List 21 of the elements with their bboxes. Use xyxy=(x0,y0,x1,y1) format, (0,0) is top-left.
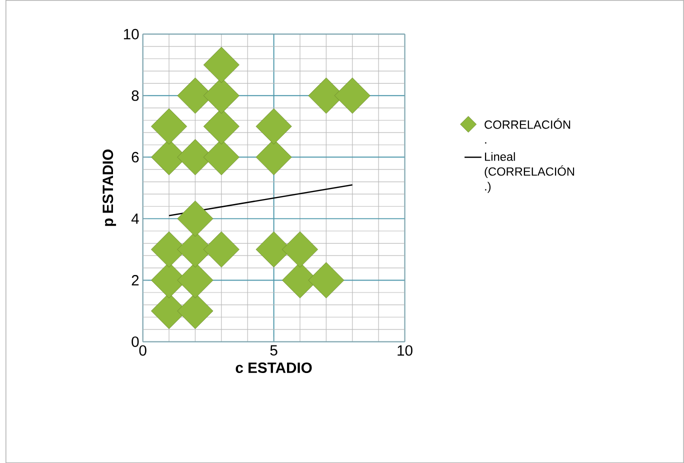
y-tick-label: 4 xyxy=(131,214,139,224)
x-tick-label: 5 xyxy=(270,345,278,356)
y-axis-title: p ESTADIO xyxy=(102,149,116,226)
point xyxy=(256,108,292,144)
point xyxy=(308,262,344,298)
point xyxy=(203,46,240,83)
legend-label: CORRELACIÓN . xyxy=(484,118,570,144)
point xyxy=(151,108,188,144)
x-tick-label: 0 xyxy=(139,345,146,356)
point xyxy=(282,231,318,268)
legend-label: Lineal (CORRELACIÓN .) xyxy=(484,152,574,193)
x-axis-title: c ESTADIO xyxy=(236,362,312,373)
y-tick-label: 0 xyxy=(132,336,139,347)
y-tick-label: 2 xyxy=(132,274,139,286)
point xyxy=(203,231,240,268)
x-tick-label: 10 xyxy=(398,345,412,356)
y-tick-label: 8 xyxy=(132,90,139,101)
point xyxy=(177,200,214,237)
point xyxy=(334,78,370,114)
y-tick-label: 6 xyxy=(132,152,139,162)
y-tick-label: 10 xyxy=(124,28,139,40)
